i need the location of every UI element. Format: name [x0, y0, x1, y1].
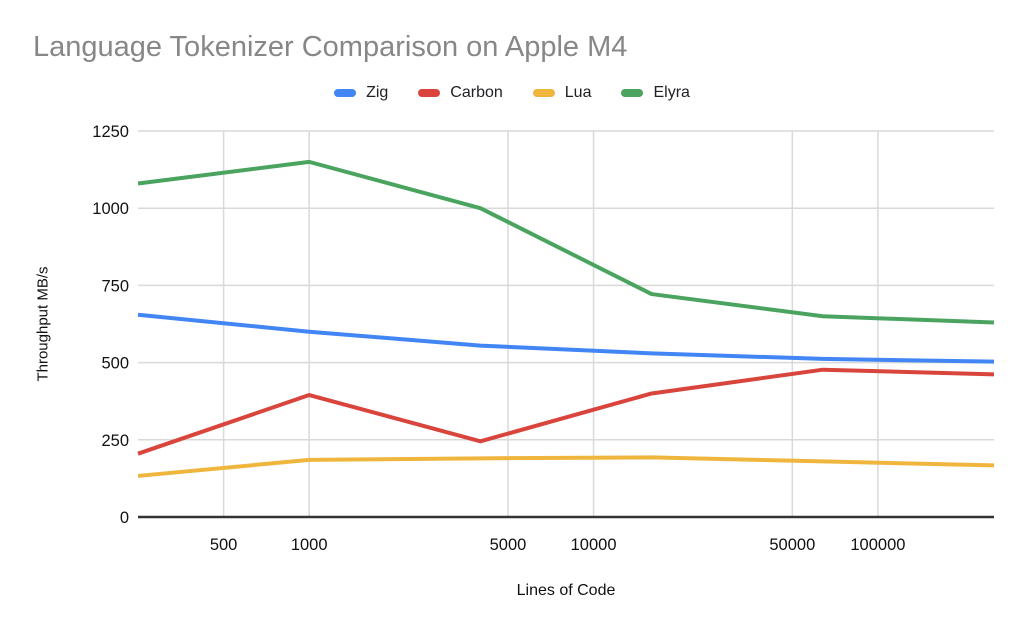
legend-swatch-elyra-icon	[621, 89, 644, 97]
y-tick-label: 0	[120, 509, 129, 527]
y-tick-label: 1000	[92, 200, 129, 218]
x-tick-label: 100000	[850, 536, 905, 554]
series-line-zig	[137, 312, 995, 364]
legend-label-zig: Zig	[366, 84, 389, 101]
x-tick-label: 50000	[769, 536, 815, 554]
chart-title: Language Tokenizer Comparison on Apple M…	[33, 31, 628, 63]
y-tick-label: 1250	[92, 123, 129, 141]
series-line-carbon	[137, 367, 995, 456]
legend-swatch-lua-icon	[532, 89, 555, 97]
y-tick-label: 750	[101, 277, 129, 295]
x-tick-label: 1000	[291, 536, 328, 554]
series-line-lua	[137, 455, 995, 478]
y-axis-title: Throughput MB/s	[34, 266, 52, 382]
x-axis-title: Lines of Code	[516, 582, 616, 599]
y-tick-label: 250	[101, 432, 129, 450]
series-line-elyra	[137, 159, 995, 325]
legend: Zig Carbon Lua Elyra	[0, 84, 1024, 102]
legend-item-elyra: Elyra	[621, 84, 690, 102]
legend-item-carbon: Carbon	[418, 84, 503, 102]
legend-swatch-zig-icon	[334, 89, 357, 97]
legend-label-carbon: Carbon	[450, 84, 503, 101]
legend-label-lua: Lua	[564, 84, 592, 101]
legend-item-lua: Lua	[532, 84, 592, 102]
y-tick-label: 500	[101, 355, 129, 373]
legend-item-zig: Zig	[334, 84, 388, 102]
x-tick-label: 5000	[490, 536, 527, 554]
x-tick-label: 500	[210, 536, 238, 554]
x-tick-label: 10000	[571, 536, 617, 554]
legend-label-elyra: Elyra	[653, 84, 690, 101]
legend-swatch-carbon-icon	[418, 89, 441, 97]
